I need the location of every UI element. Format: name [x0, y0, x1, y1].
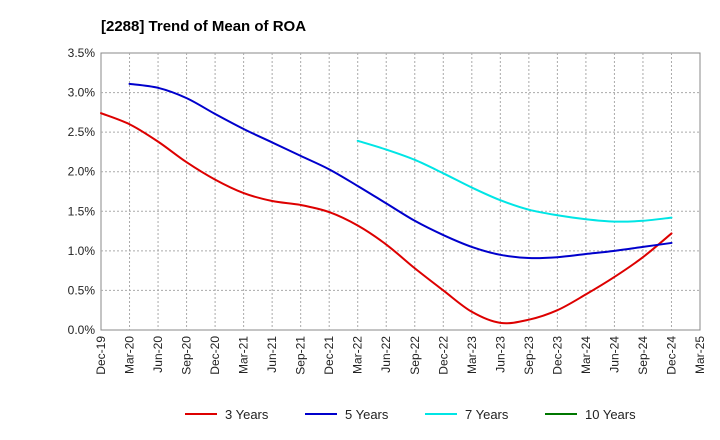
y-tick-label: 3.0% — [68, 86, 96, 100]
x-tick-label: Dec-24 — [664, 336, 678, 375]
x-tick-label: Mar-25 — [693, 336, 707, 374]
x-tick-label: Dec-22 — [436, 336, 450, 375]
series-line-7-years — [356, 139, 673, 223]
x-tick-label: Jun-22 — [379, 336, 393, 373]
x-tick-label: Dec-20 — [208, 336, 222, 375]
legend-label-7-years: 7 Years — [465, 407, 509, 422]
legend: 3 Years 5 Years 7 Years 10 Years — [185, 407, 636, 422]
x-tick-label: Mar-24 — [579, 336, 593, 374]
series-line-5-years — [128, 82, 673, 260]
y-tick-label: 0.0% — [68, 323, 96, 337]
x-tick-label: Mar-20 — [123, 336, 137, 374]
x-tick-label: Dec-19 — [94, 336, 108, 375]
y-tick-label: 0.5% — [68, 283, 96, 297]
x-tick-label: Sep-20 — [180, 336, 194, 375]
x-tick-label: Mar-23 — [465, 336, 479, 374]
x-axis-ticks: Dec-19 Mar-20 Jun-20 Sep-20 Dec-20 Mar-21 Jun-… — [94, 336, 707, 375]
x-tick-label: Mar-22 — [351, 336, 365, 374]
x-tick-label: Jun-23 — [493, 336, 507, 373]
y-axis-ticks: 0.0% 0.5% 1.0% 1.5% 2.0% 2.5% 3.0% 3.5% — [68, 46, 96, 337]
x-tick-label: Sep-22 — [408, 336, 422, 375]
x-tick-label: Sep-23 — [522, 336, 536, 375]
x-tick-label: Dec-21 — [322, 336, 336, 375]
x-tick-label: Mar-21 — [237, 336, 251, 374]
y-tick-label: 2.0% — [68, 165, 96, 179]
x-tick-label: Sep-21 — [294, 336, 308, 375]
legend-label-5-years: 5 Years — [345, 407, 389, 422]
y-tick-label: 1.0% — [68, 244, 96, 258]
legend-label-10-years: 10 Years — [585, 407, 636, 422]
series-lines — [100, 82, 673, 325]
y-tick-label: 2.5% — [68, 125, 96, 139]
x-tick-label: Sep-24 — [636, 336, 650, 375]
plot-area — [100, 52, 701, 331]
x-tick-label: Dec-23 — [550, 336, 564, 375]
series-line-3-years — [100, 112, 673, 325]
y-tick-label: 3.5% — [68, 46, 96, 60]
x-tick-label: Jun-24 — [607, 336, 621, 373]
y-tick-label: 1.5% — [68, 204, 96, 218]
x-tick-label: Jun-20 — [151, 336, 165, 373]
x-tick-label: Jun-21 — [265, 336, 279, 373]
legend-label-3-years: 3 Years — [225, 407, 269, 422]
chart-title: [2288] Trend of Mean of ROA — [101, 18, 306, 35]
